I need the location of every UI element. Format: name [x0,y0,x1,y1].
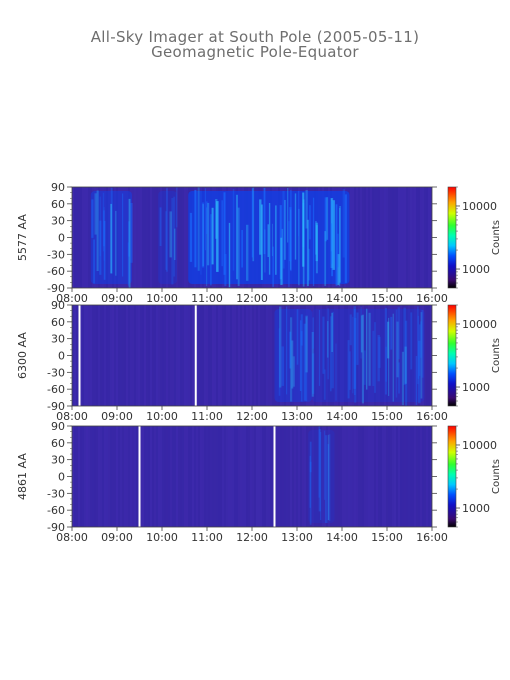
y-tick-label: -90 [47,521,65,534]
x-tick-label: 15:00 [371,410,403,423]
colorbar-tick-label: 10000 [462,439,497,452]
y-axis-label: 6300 AA [16,332,29,379]
x-tick-label: 08:00 [56,292,88,305]
x-tick-label: 09:00 [101,292,133,305]
activity-region [188,187,350,288]
x-tick-label: 10:00 [146,531,178,544]
x-tick-label: 09:00 [101,410,133,423]
y-tick-label: 60 [51,437,65,450]
y-tick-label: 30 [51,454,65,467]
x-tick-label: 16:00 [416,531,448,544]
chart-subtitle: Geomagnetic Pole-Equator [151,43,359,61]
y-tick-label: 90 [51,181,65,194]
heatmap-background [72,426,432,527]
y-axis-label: 5577 AA [16,214,29,261]
colorbar-label: Counts [491,220,502,255]
y-tick-label: 0 [58,350,65,363]
y-tick-label: -60 [47,383,65,396]
x-tick-label: 12:00 [236,531,268,544]
x-tick-label: 09:00 [101,531,133,544]
x-tick-label: 13:00 [281,531,313,544]
activity-region [158,187,178,285]
colorbar-tick-label: 1000 [462,263,490,276]
heatmap-background [72,305,432,406]
colorbar: 1000 10000 Counts [447,304,502,407]
x-tick-label: 16:00 [416,410,448,423]
y-tick-label: -30 [47,366,65,379]
x-tick-label: 11:00 [191,531,223,544]
y-tick-label: 0 [58,471,65,484]
x-tick-label: 12:00 [236,292,268,305]
y-tick-label: -90 [47,282,65,295]
x-tick-label: 14:00 [326,410,358,423]
y-tick-label: -30 [47,248,65,261]
y-axis-label: 4861 AA [16,453,29,500]
x-tick-label: 11:00 [191,292,223,305]
x-tick-label: 10:00 [146,410,178,423]
x-tick-label: 15:00 [371,292,403,305]
y-tick-label: 0 [58,232,65,245]
x-tick-label: 13:00 [281,410,313,423]
chart-title: All-Sky Imager at South Pole (2005-05-11… [90,28,420,46]
x-tick-label: 08:00 [56,410,88,423]
x-tick-label: 12:00 [236,410,268,423]
y-tick-label: -30 [47,487,65,500]
x-tick-label: 15:00 [371,531,403,544]
x-tick-label: 16:00 [416,292,448,305]
colorbar-tick-label: 1000 [462,381,490,394]
x-tick-label: 11:00 [191,410,223,423]
data-gap-line [138,426,141,527]
y-tick-label: 30 [51,333,65,346]
x-tick-label: 10:00 [146,292,178,305]
colorbar-label: Counts [491,338,502,373]
activity-region [308,426,335,525]
x-tick-label: 08:00 [56,531,88,544]
y-tick-label: -90 [47,400,65,413]
activity-region [90,187,133,288]
y-tick-label: 90 [51,299,65,312]
y-tick-label: 60 [51,316,65,329]
y-tick-label: -60 [47,265,65,278]
y-tick-label: 90 [51,420,65,433]
colorbar-tick-label: 10000 [462,318,497,331]
y-tick-label: 60 [51,198,65,211]
data-gap-line [78,305,81,406]
x-tick-label: 14:00 [326,292,358,305]
colorbar-label: Counts [491,459,502,494]
x-tick-label: 14:00 [326,531,358,544]
activity-region [312,306,425,406]
y-tick-label: 30 [51,215,65,228]
colorbar: 1000 10000 Counts [447,425,502,528]
colorbar: 1000 10000 Counts [447,186,502,289]
data-gap-line [273,426,276,527]
x-tick-label: 13:00 [281,292,313,305]
colorbar-tick-label: 10000 [462,200,497,213]
y-tick-label: -60 [47,504,65,517]
data-gap-line [194,305,197,406]
activity-region [274,306,315,402]
colorbar-tick-label: 1000 [462,502,490,515]
